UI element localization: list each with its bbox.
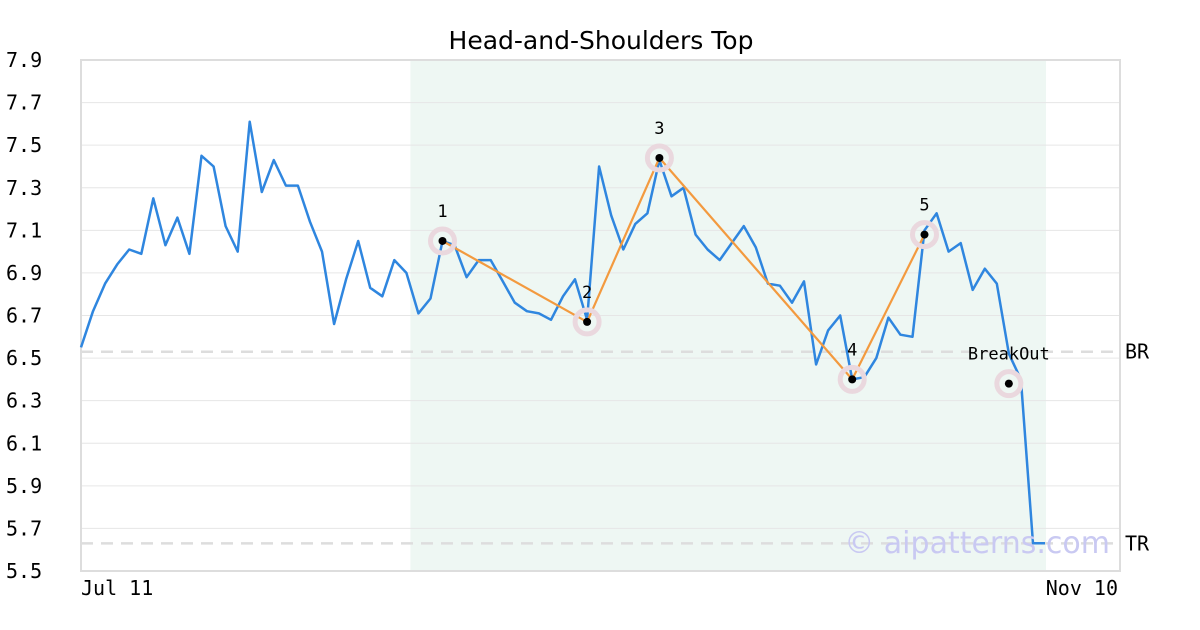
pattern-point-1-label: 1 [437, 202, 447, 222]
plot-frame [80, 59, 1121, 572]
chart-title: Head-and-Shoulders Top [449, 26, 754, 55]
pattern-point-2-dot [583, 317, 592, 326]
pattern-point-5-dot [920, 230, 929, 239]
y-tick-label: 7.3 [6, 176, 42, 200]
pattern-point-1-halo [428, 226, 457, 256]
y-tick-label: 7.5 [6, 133, 42, 157]
pattern-point-3-label: 3 [654, 119, 664, 139]
watermark: © aipatterns.com [844, 526, 1110, 561]
y-tick-label: 6.5 [6, 346, 42, 370]
y-tick-label: 7.7 [6, 91, 42, 115]
y-tick-label: 6.9 [6, 261, 42, 285]
pattern-point-5-label: 5 [919, 196, 929, 216]
y-tick-label: 6.1 [6, 431, 42, 455]
y-tick-label: 5.5 [6, 559, 42, 583]
y-tick-label: 7.1 [6, 218, 42, 242]
y-tick-label: 6.3 [6, 389, 42, 413]
pattern-markers: 1 2 3 4 5 BreakOut [428, 119, 1050, 399]
breakout-point-label: BreakOut [968, 345, 1050, 365]
pattern-point-3-halo [644, 143, 674, 173]
price-line [79, 120, 1045, 545]
x-axis: Jul 11 Nov 10 [81, 576, 1118, 600]
y-tick-label: 6.7 [6, 304, 42, 328]
level-lines: BR TR [81, 340, 1150, 555]
y-tick-label: 5.7 [6, 516, 42, 540]
pattern-point-1-dot [438, 236, 447, 245]
y-axis: 7.9 7.7 7.5 7.3 7.1 6.9 6.7 6.5 6.3 6.1 5.9 5.7 5.5 [6, 48, 42, 583]
pattern-point-4-label: 4 [847, 340, 857, 360]
x-tick-label: Nov 10 [1046, 576, 1118, 600]
pattern-point-2-label: 2 [582, 283, 592, 303]
pattern-point-3-dot [655, 153, 664, 162]
pattern-point-4-dot [848, 375, 857, 384]
pattern-point-4-halo [837, 364, 867, 394]
pattern-point-2-halo [572, 307, 602, 337]
breakout-point-dot [1004, 379, 1013, 388]
level-label: BR [1125, 340, 1150, 364]
y-tick-label: 7.9 [6, 48, 42, 72]
level-label: TR [1125, 531, 1150, 555]
y-tick-label: 5.9 [6, 474, 42, 498]
breakout-point-halo [994, 369, 1024, 399]
pattern-point-5-halo [910, 220, 939, 250]
x-tick-label: Jul 11 [81, 576, 153, 600]
